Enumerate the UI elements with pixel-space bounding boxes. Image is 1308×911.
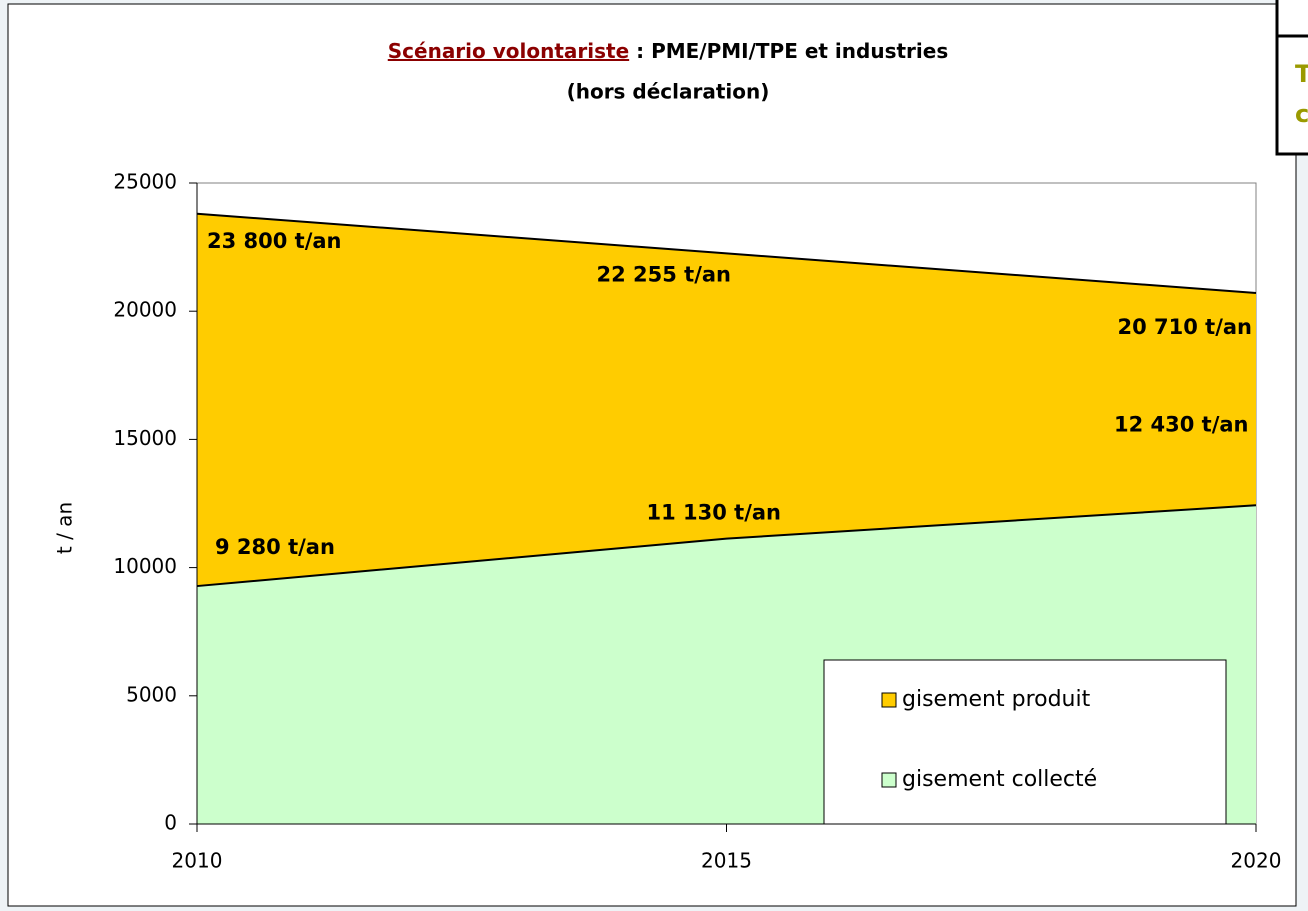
legend-box [823,659,1227,825]
y-tick-label: 10000 [113,554,177,578]
legend-label: gisement produit [902,687,1091,712]
area-line [196,504,1257,588]
side-box-text: c [1295,100,1308,128]
legend: gisement produit gisement collecté [823,659,1227,825]
y-axis-label: t / an [53,502,77,554]
data-label: 9 280 t/an [215,535,335,559]
title-highlight: Scénario volontariste [388,39,629,63]
x-tick-label: 2015 [701,849,752,873]
title-rest: : PME/PMI/TPE et industries [629,39,948,63]
chart-title: Scénario volontariste : PME/PMI/TPE et i… [388,39,948,63]
data-label: 22 255 t/an [597,262,732,286]
y-tick-label: 5000 [126,682,177,706]
data-label: 20 710 t/an [1117,315,1252,339]
data-label: 11 130 t/an [647,501,782,525]
y-tick-label: 15000 [113,426,177,450]
y-tick-label: 0 [164,811,177,835]
data-label: 23 800 t/an [207,229,342,253]
legend-swatch [881,692,897,708]
data-label: 12 430 t/an [1114,412,1249,436]
area-line [196,212,1257,294]
x-tick-label: 2020 [1231,849,1282,873]
side-box: T c [1275,0,1308,156]
legend-swatch [881,772,897,788]
chart-subtitle: (hors déclaration) [567,80,770,104]
side-box-frame [1275,0,1308,156]
y-tick-label: 20000 [113,298,177,322]
y-tick-label: 25000 [113,170,177,194]
x-tick-label: 2010 [172,849,223,873]
legend-label: gisement collecté [902,767,1097,792]
side-box-text: T [1295,60,1308,88]
